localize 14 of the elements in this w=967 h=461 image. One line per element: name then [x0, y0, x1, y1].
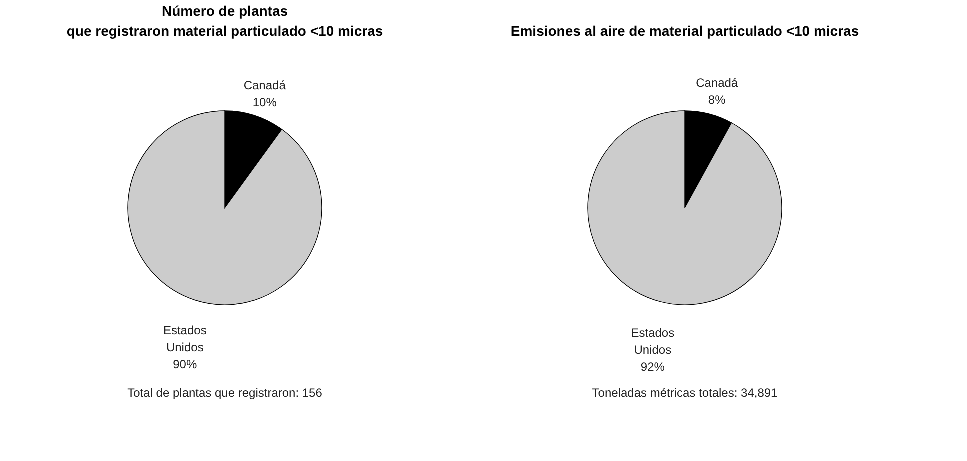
- data-label: 10%: [252, 95, 278, 110]
- slice-label: Canadá: [244, 78, 286, 92]
- text: Toneladas métricas totales: 34,891: [592, 386, 778, 400]
- slice-label: Estados Unidos: [631, 326, 675, 357]
- pie-slice: [588, 110, 782, 306]
- slice-label: Estados Unidos: [163, 324, 207, 355]
- text: Total de plantas que registraron: 156: [128, 386, 323, 400]
- data-label: 92%: [640, 360, 666, 374]
- chart-title: Emisiones al aire de material particulado <10 micras: [510, 23, 860, 39]
- data-label: 8%: [708, 93, 726, 108]
- data-label: 90%: [173, 358, 198, 372]
- slice-label: Canadá: [696, 76, 738, 90]
- pie-slice: [128, 110, 322, 306]
- chart-title: Número de plantas que registraron material particulado <10 micras: [66, 3, 384, 39]
